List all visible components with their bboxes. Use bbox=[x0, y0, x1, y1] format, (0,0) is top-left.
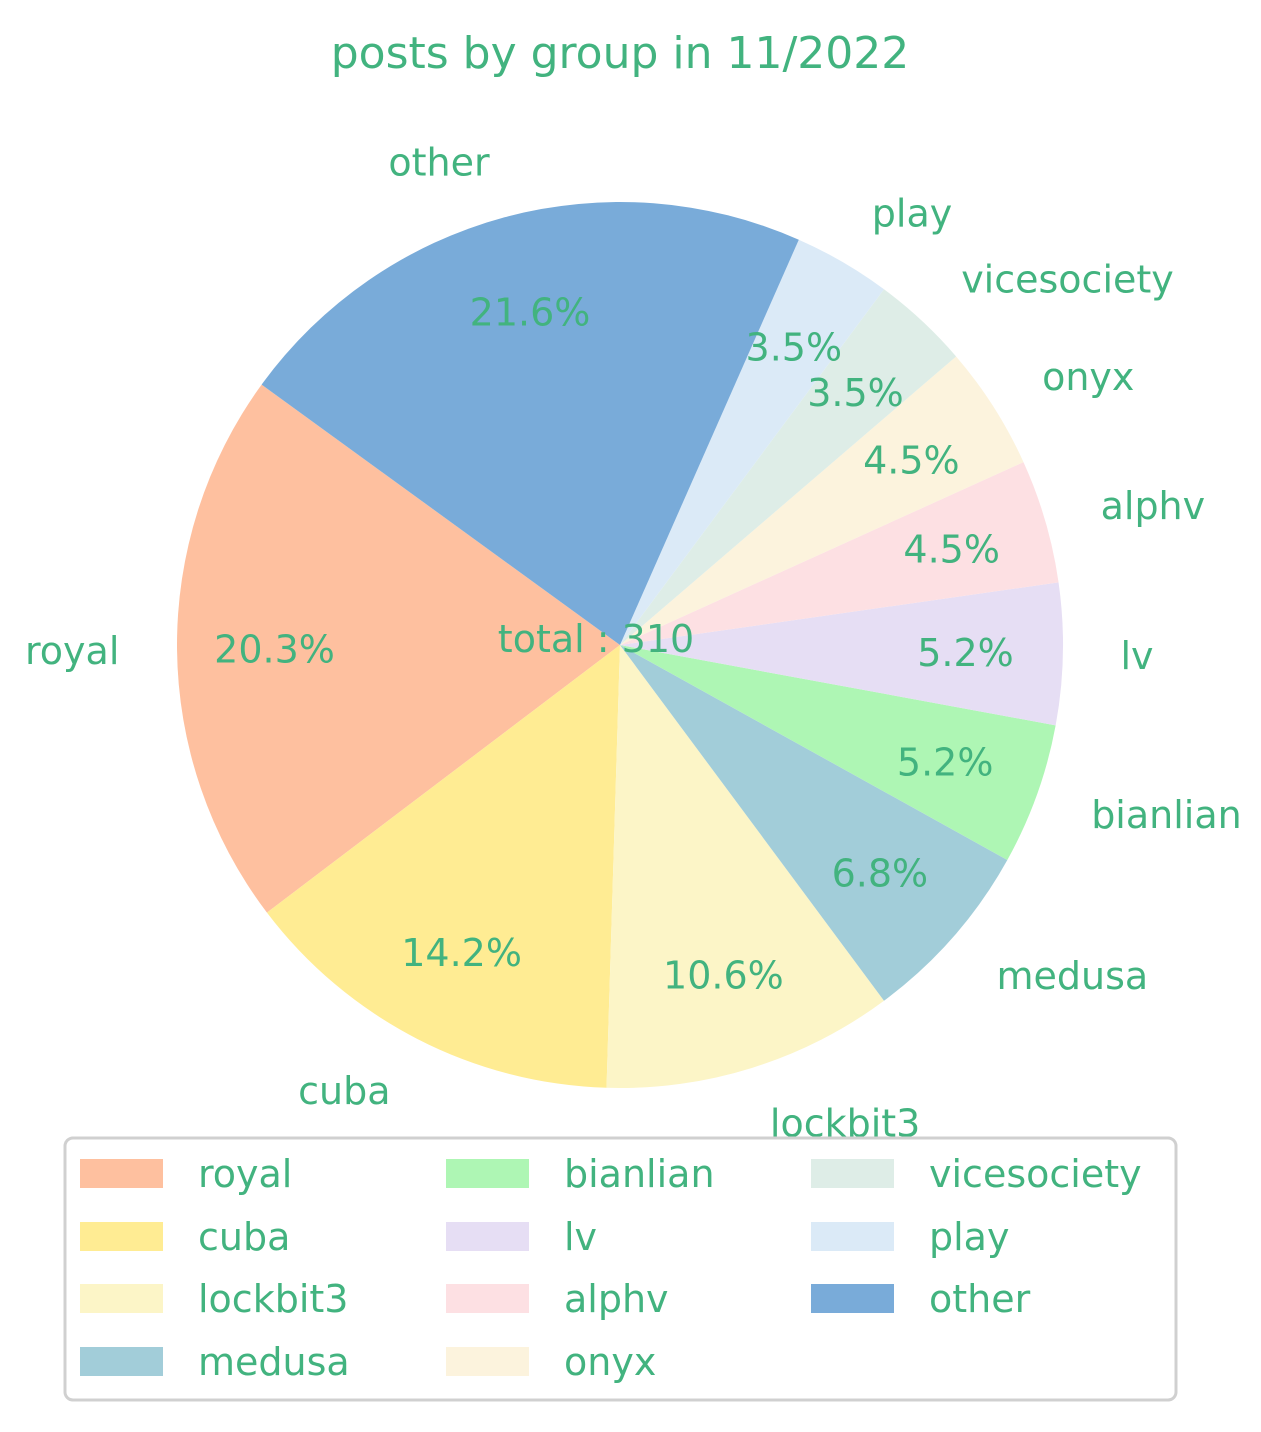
legend-label-vicesociety: vicesociety bbox=[929, 1152, 1142, 1196]
pct-label-bianlian: 5.2% bbox=[897, 741, 994, 785]
pie-slice-lv bbox=[620, 582, 1064, 726]
slice-label-onyx: onyx bbox=[1042, 355, 1134, 399]
pie-slice-bianlian bbox=[620, 645, 1056, 860]
slice-label-other: other bbox=[388, 141, 490, 185]
pie-slice-alphv bbox=[620, 462, 1059, 645]
legend-label-lockbit3: lockbit3 bbox=[198, 1277, 348, 1321]
slice-label-medusa: medusa bbox=[997, 954, 1149, 998]
pie-slice-cuba bbox=[266, 645, 620, 1088]
slice-label-alphv: alphv bbox=[1101, 484, 1206, 528]
pct-label-royal: 20.3% bbox=[214, 628, 335, 672]
legend-swatch-lv bbox=[446, 1222, 529, 1251]
slice-label-lv: lv bbox=[1121, 634, 1154, 678]
slice-label-royal: royal bbox=[25, 629, 119, 673]
legend-swatch-vicesociety bbox=[811, 1159, 894, 1188]
pct-label-other: 21.6% bbox=[470, 290, 591, 334]
slice-label-cuba: cuba bbox=[298, 1069, 390, 1113]
legend-swatch-other bbox=[811, 1284, 894, 1313]
legend-label-lv: lv bbox=[564, 1215, 597, 1259]
pct-label-play: 3.5% bbox=[746, 325, 843, 369]
legend-label-medusa: medusa bbox=[198, 1340, 350, 1384]
pct-label-lockbit3: 10.6% bbox=[663, 954, 784, 998]
legend-box bbox=[63, 1136, 1178, 1402]
legend-label-bianlian: bianlian bbox=[564, 1152, 715, 1196]
slice-label-vicesociety: vicesociety bbox=[961, 258, 1174, 302]
legend-label-other: other bbox=[929, 1277, 1031, 1321]
pct-label-vicesociety: 3.5% bbox=[807, 371, 904, 415]
pie-slice-lockbit3 bbox=[606, 645, 885, 1089]
legend-swatch-royal bbox=[80, 1159, 163, 1188]
chart-title: posts by group in 11/2022 bbox=[331, 28, 910, 79]
legend-swatch-alphv bbox=[446, 1284, 529, 1313]
pct-label-cuba: 14.2% bbox=[401, 931, 522, 975]
pie-slice-royal bbox=[177, 384, 620, 913]
pie-slice-onyx bbox=[620, 356, 1024, 645]
pie-slice-play bbox=[620, 239, 885, 645]
center-total-label: total : 310 bbox=[498, 617, 694, 661]
legend-swatch-bianlian bbox=[446, 1159, 529, 1188]
pie-slice-other bbox=[261, 201, 799, 646]
legend-label-cuba: cuba bbox=[198, 1215, 290, 1259]
legend-label-alphv: alphv bbox=[564, 1277, 669, 1321]
legend-swatch-play bbox=[811, 1222, 894, 1251]
legend-swatch-medusa bbox=[80, 1347, 163, 1376]
pie-slice-vicesociety bbox=[620, 289, 957, 645]
legend-swatch-onyx bbox=[446, 1347, 529, 1376]
legend-label-royal: royal bbox=[198, 1152, 292, 1196]
pct-label-medusa: 6.8% bbox=[832, 852, 929, 896]
pct-label-onyx: 4.5% bbox=[863, 438, 960, 482]
slice-label-bianlian: bianlian bbox=[1091, 793, 1242, 837]
pie-slice-medusa bbox=[620, 645, 1008, 1001]
legend-label-onyx: onyx bbox=[564, 1340, 656, 1384]
legend-label-play: play bbox=[929, 1215, 1009, 1259]
legend-swatch-lockbit3 bbox=[80, 1284, 163, 1313]
slice-label-play: play bbox=[872, 191, 952, 235]
pct-label-alphv: 4.5% bbox=[903, 527, 1000, 571]
pct-label-lv: 5.2% bbox=[917, 631, 1014, 675]
legend-swatch-cuba bbox=[80, 1222, 163, 1251]
